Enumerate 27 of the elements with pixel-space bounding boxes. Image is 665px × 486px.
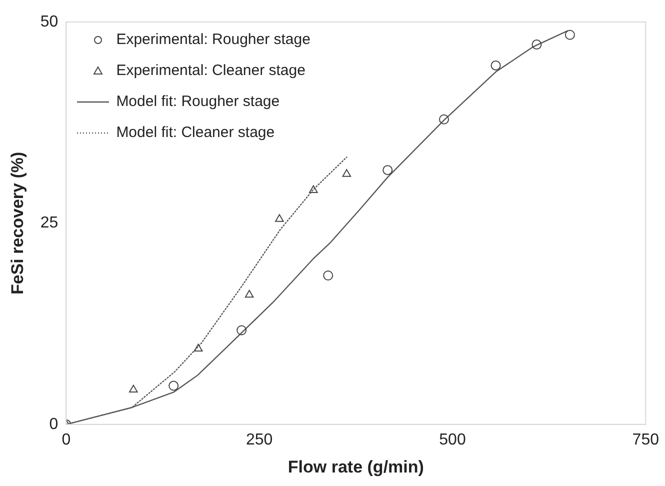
point <box>490 60 501 70</box>
point <box>309 185 318 193</box>
y-tick-label: 0 <box>49 416 58 433</box>
x-tick-label: 750 <box>632 431 660 448</box>
point <box>168 380 179 391</box>
point <box>129 384 138 393</box>
point <box>323 270 334 281</box>
legend-label: Experimental: Rougher stage <box>116 30 310 49</box>
point <box>244 290 254 298</box>
point <box>194 344 203 352</box>
legend-label: Model fit: Rougher stage <box>116 92 280 111</box>
point <box>275 214 284 222</box>
legend-label: Experimental: Cleaner stage <box>116 61 306 80</box>
x-tick-label: 500 <box>439 431 466 448</box>
y-tick-label: 50 <box>40 13 58 30</box>
y-tick-label: 25 <box>40 214 58 232</box>
point <box>382 165 393 176</box>
point <box>236 325 247 336</box>
point <box>439 114 449 124</box>
point <box>564 30 575 40</box>
x-tick-label: 0 <box>62 431 71 448</box>
legend-label: Model fit: Cleaner stage <box>116 123 275 142</box>
point <box>342 169 352 177</box>
x-axis-title: Flow rate (g/min) <box>288 457 424 476</box>
x-tick-label: 250 <box>246 431 273 448</box>
point <box>532 40 542 50</box>
y-axis-title: FeSi recovery (%) <box>8 152 27 295</box>
